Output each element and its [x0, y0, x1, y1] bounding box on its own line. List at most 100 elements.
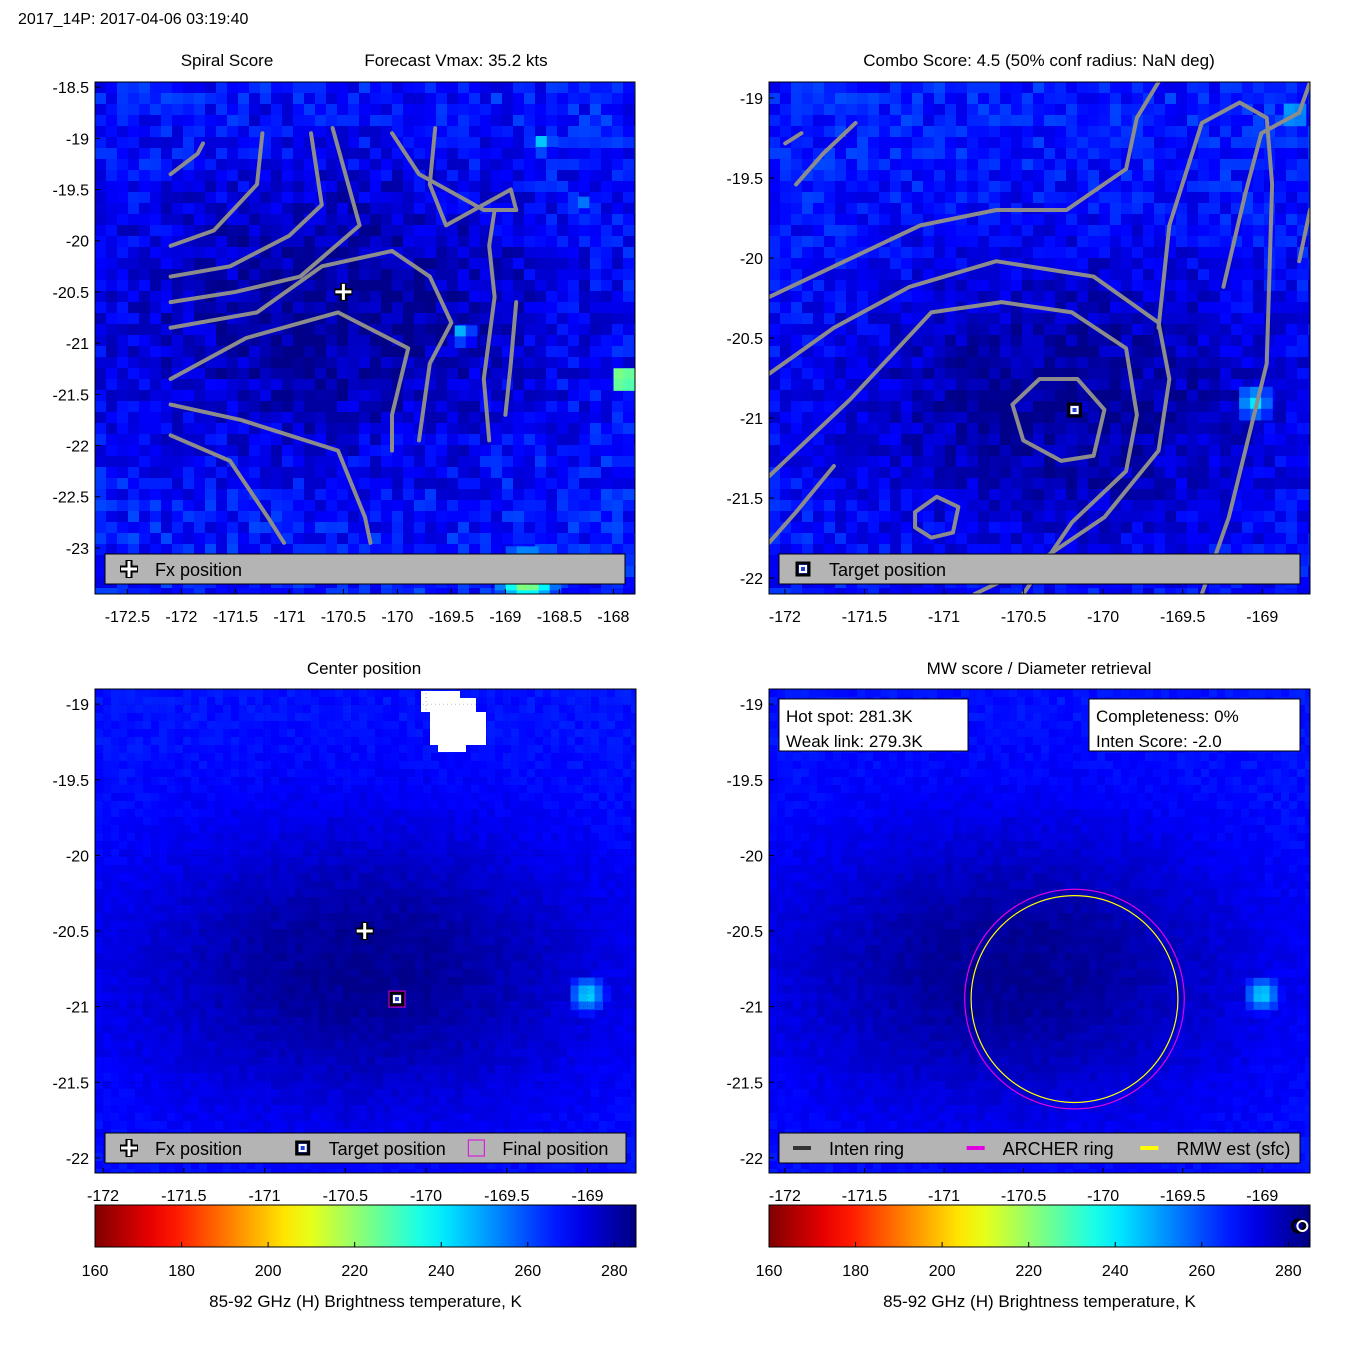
- field-cell: [326, 170, 338, 182]
- field-cell: [634, 115, 635, 127]
- field-cell: [260, 159, 272, 171]
- field-cell: [1044, 324, 1056, 336]
- field-cell: [824, 489, 836, 501]
- field-cell: [282, 137, 294, 149]
- field-cell: [128, 434, 140, 446]
- field-cell: [117, 104, 129, 116]
- field-cell: [1121, 236, 1133, 248]
- field-cell: [1220, 115, 1232, 127]
- field-cell: [601, 346, 613, 358]
- field-cell: [623, 588, 635, 594]
- field-cell: [1033, 181, 1045, 193]
- field-cell: [1044, 522, 1056, 534]
- field-cell: [392, 368, 404, 380]
- field-cell: [557, 390, 569, 402]
- field-cell: [117, 346, 129, 358]
- field-cell: [425, 500, 437, 512]
- field-cell: [1066, 159, 1078, 171]
- field-cell: [813, 489, 825, 501]
- field-cell: [359, 544, 371, 556]
- field-cell: [337, 500, 349, 512]
- field-cell: [1286, 412, 1298, 424]
- field-cell: [557, 302, 569, 314]
- field-cell: [304, 445, 316, 457]
- field-cell: [1044, 368, 1056, 380]
- field-cell: [1099, 93, 1111, 105]
- field-cell: [1110, 412, 1122, 424]
- field-cell: [802, 478, 814, 490]
- field-cell: [315, 533, 327, 545]
- field-cell: [535, 368, 547, 380]
- field-cell: [527, 697, 536, 706]
- field-cell: [557, 335, 569, 347]
- field-cell: [1308, 566, 1310, 578]
- field-cell: [194, 423, 206, 435]
- field-cell: [835, 192, 847, 204]
- field-cell: [967, 478, 979, 490]
- field-cell: [1187, 192, 1199, 204]
- field-cell: [227, 115, 239, 127]
- field-cell: [271, 588, 283, 594]
- field-cell: [890, 335, 902, 347]
- field-cell: [1044, 313, 1056, 325]
- field-cell: [989, 368, 1001, 380]
- field-cell: [161, 335, 173, 347]
- field-cell: [956, 324, 968, 336]
- field-cell: [216, 489, 228, 501]
- field-cell: [480, 456, 492, 468]
- field-cell: [780, 467, 792, 479]
- field-cell: [1132, 291, 1144, 303]
- field-cell: [425, 489, 437, 501]
- field-cell: [1165, 456, 1177, 468]
- field-cell: [491, 214, 503, 226]
- field-cell: [392, 467, 404, 479]
- field-cell: [139, 500, 151, 512]
- field-cell: [1055, 302, 1067, 314]
- combo-contour-line: [1156, 100, 1275, 594]
- field-cell: [1022, 269, 1034, 281]
- field-cell: [978, 500, 990, 512]
- field-cell: [857, 280, 869, 292]
- field-cell: [1044, 137, 1056, 149]
- field-cell: [139, 412, 151, 424]
- field-cell: [615, 689, 624, 698]
- field-cell: [579, 544, 591, 556]
- field-cell: [1198, 203, 1210, 215]
- field-cell: [634, 500, 635, 512]
- field-cell: [1066, 181, 1078, 193]
- field-cell: [846, 533, 858, 545]
- field-cell: [348, 456, 360, 468]
- field-cell: [249, 93, 261, 105]
- field-cell: [1165, 478, 1177, 490]
- field-cell: [890, 247, 902, 259]
- field-cell: [1176, 247, 1188, 259]
- field-cell: [194, 412, 206, 424]
- field-cell: [634, 478, 635, 490]
- field-cell: [1066, 225, 1078, 237]
- field-cell: [901, 412, 913, 424]
- field-cell: [480, 126, 492, 138]
- field-cell: [579, 335, 591, 347]
- field-cell: [1055, 445, 1067, 457]
- field-cell: [370, 115, 382, 127]
- field-cell: [326, 203, 338, 215]
- field-cell: [1011, 456, 1023, 468]
- field-cell: [813, 434, 825, 446]
- field-cell: [502, 423, 514, 435]
- field-cell: [502, 500, 514, 512]
- field-cell: [824, 522, 836, 534]
- field-cell: [326, 390, 338, 402]
- field-cell: [106, 236, 118, 248]
- field-cell: [491, 500, 503, 512]
- field-cell: [491, 533, 503, 545]
- field-cell: [1198, 137, 1210, 149]
- field-cell: [106, 379, 118, 391]
- field-cell: [1165, 467, 1177, 479]
- field-cell: [1275, 500, 1287, 512]
- field-cell: [491, 390, 503, 402]
- field-cell: [249, 291, 261, 303]
- field-cell: [1099, 390, 1111, 402]
- field-cell: [282, 445, 294, 457]
- field-cell: [227, 104, 239, 116]
- field-cell: [238, 214, 250, 226]
